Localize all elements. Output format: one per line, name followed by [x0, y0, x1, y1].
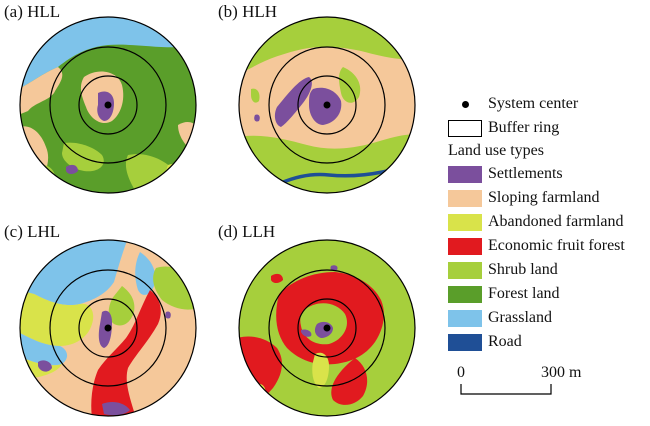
road-swatch-icon [448, 333, 482, 351]
legend-ring-label: Buffer ring [488, 119, 560, 136]
land-shrub [251, 88, 260, 103]
buffer-ring [268, 46, 386, 164]
land-settlement [165, 311, 171, 319]
buffer-ring [78, 298, 138, 358]
legend-item-label: Abandoned farmland [488, 213, 624, 230]
panel-label-a: (a) HLL [4, 2, 61, 21]
buffer-ring [297, 298, 357, 358]
map-b-hlh [238, 16, 416, 194]
land-economic [387, 253, 403, 265]
buffer-ring [268, 269, 386, 387]
buffer-ring [297, 75, 357, 135]
legend-item-label: Forest land [488, 285, 560, 302]
legend-center-row: System center [448, 92, 648, 116]
grassland-swatch-icon [448, 309, 482, 327]
legend-item-economic: Economic fruit forest [448, 234, 648, 258]
legend-center-label: System center [488, 95, 579, 112]
land-sloping [20, 67, 63, 115]
system-center-marker [323, 101, 331, 109]
land-economic [271, 273, 283, 283]
land-abandoned [166, 163, 196, 193]
legend-item-label: Grassland [488, 309, 552, 326]
land-shrub [108, 286, 135, 326]
system-center-marker [323, 324, 331, 332]
forest-swatch-icon [448, 285, 482, 303]
land-grassland [135, 252, 156, 295]
land-grassland [20, 332, 67, 366]
scale-bar-line [460, 384, 552, 395]
map-c-lhl [19, 239, 197, 417]
system-center-marker [104, 324, 112, 332]
map-d-llh [238, 239, 416, 417]
legend-item-sloping: Sloping farmland [448, 186, 648, 210]
land-settlement [400, 377, 408, 385]
legend: System center Buffer ring Land use types… [448, 92, 648, 354]
legend-item-shrub: Shrub land [448, 258, 648, 282]
land-settlement [330, 265, 338, 271]
economic-swatch-icon [448, 237, 482, 255]
scale-bar: 0 300 m [457, 364, 581, 396]
buffer-ring [78, 75, 138, 135]
legend-item-forest: Forest land [448, 282, 648, 306]
legend-item-label: Road [488, 333, 522, 350]
land-economic [239, 336, 282, 412]
abandoned-swatch-icon [448, 213, 482, 231]
legend-items: Settlements Sloping farmland Abandoned far… [448, 162, 648, 354]
legend-item-settlements: Settlements [448, 162, 648, 186]
panel-label-b: (b) HLH [218, 2, 278, 21]
land-settlement [254, 114, 260, 122]
center-dot-icon [448, 96, 482, 113]
legend-title: Land use types [448, 142, 544, 159]
legend-item-abandoned: Abandoned farmland [448, 210, 648, 234]
sloping-swatch-icon [448, 189, 482, 207]
land-settlement [301, 329, 312, 337]
buffer-ring [49, 269, 167, 387]
legend-item-label: Shrub land [488, 261, 558, 278]
system-center-marker [104, 101, 112, 109]
legend-item-grassland: Grassland [448, 306, 648, 330]
land-settlement [66, 164, 78, 174]
scale-start-label: 0 [457, 364, 465, 381]
settlements-swatch-icon [448, 165, 482, 183]
land-shrub [339, 67, 361, 103]
buffer-ring [49, 46, 167, 164]
scale-end-label: 300 m [541, 364, 582, 381]
land-grassland [20, 17, 196, 89]
shrub-swatch-icon [448, 261, 482, 279]
legend-ring-row: Buffer ring [448, 116, 648, 140]
land-shrub [239, 134, 415, 193]
ring-swatch-icon [448, 119, 482, 137]
legend-item-label: Sloping farmland [488, 189, 600, 206]
legend-item-road: Road [448, 330, 648, 354]
land-abandoned [20, 290, 94, 346]
map-a-hll [19, 16, 197, 194]
land-abandoned [312, 352, 329, 388]
legend-item-label: Economic fruit forest [488, 237, 625, 254]
land-settlement [38, 360, 52, 372]
panel-label-c: (c) LHL [4, 222, 61, 241]
panel-label-d: (d) LLH [218, 222, 276, 241]
legend-item-label: Settlements [488, 165, 563, 182]
land-settlement [102, 402, 130, 416]
